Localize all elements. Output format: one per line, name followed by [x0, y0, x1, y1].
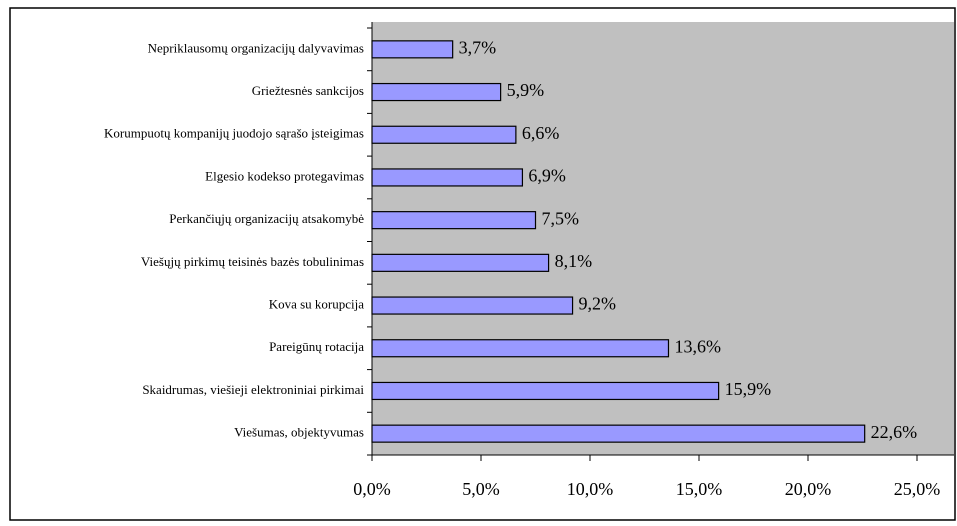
bar — [371, 40, 454, 59]
value-label: 9,2% — [579, 294, 617, 314]
bar — [371, 211, 537, 230]
value-label: 8,1% — [555, 251, 593, 271]
x-tick-label: 0,0% — [353, 479, 391, 499]
y-tick-label: Griežtesnės sankcijos — [252, 83, 364, 98]
x-tick-label: 5,0% — [462, 479, 500, 499]
bar — [371, 168, 524, 187]
value-label: 22,6% — [871, 422, 918, 442]
y-tick-label: Viešųjų pirkimų teisinės bazės tobulinim… — [141, 254, 364, 269]
value-label: 7,5% — [542, 208, 580, 228]
bar — [371, 424, 866, 443]
value-label: 5,9% — [507, 80, 545, 100]
value-label: 6,9% — [528, 166, 566, 186]
bar — [371, 381, 720, 401]
value-label: 15,9% — [725, 379, 772, 399]
y-tick-label: Korumpuotų kompanijų juodojo sąrašo įste… — [104, 126, 364, 141]
x-tick-label: 25,0% — [894, 479, 941, 499]
bar — [371, 296, 574, 315]
bar — [371, 125, 517, 144]
y-tick-label: Elgesio kodekso protegavimas — [205, 168, 364, 183]
value-label: 3,7% — [459, 37, 497, 57]
x-tick-label: 10,0% — [567, 479, 614, 499]
y-tick-label: Skaidrumas, viešieji elektroniniai pirki… — [142, 382, 364, 397]
y-tick-label: Kova su korupcija — [269, 297, 365, 312]
y-tick-label: Perkančiųjų organizacijų atsakomybė — [169, 211, 364, 226]
bar — [371, 82, 502, 102]
x-tick-label: 20,0% — [785, 479, 832, 499]
value-label: 13,6% — [674, 336, 721, 356]
y-tick-label: Pareigūnų rotacija — [269, 339, 364, 354]
x-tick-label: 15,0% — [676, 479, 723, 499]
bar — [371, 339, 670, 358]
bar — [371, 253, 550, 272]
value-label: 6,6% — [522, 123, 560, 143]
y-tick-label: Viešumas, objektyvumas — [234, 425, 364, 440]
y-tick-label: Nepriklausomų organizacijų dalyvavimas — [148, 40, 364, 55]
